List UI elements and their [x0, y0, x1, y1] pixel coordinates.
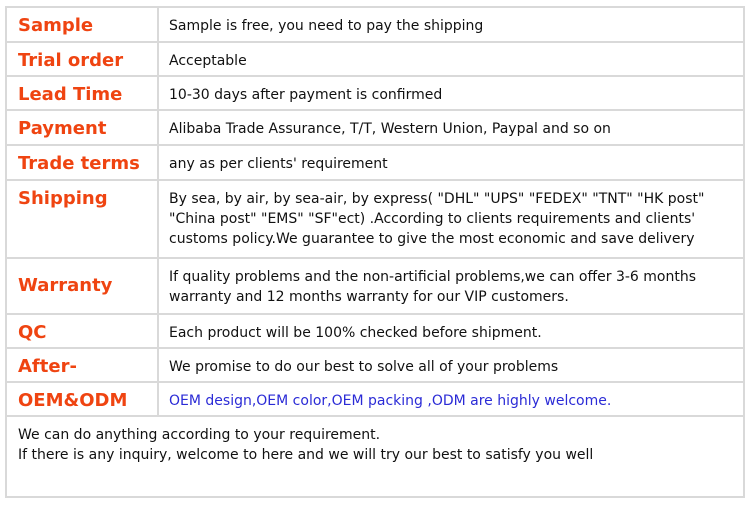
row-value: If quality problems and the non-artifici… [157, 257, 745, 315]
row-value-line: We promise to do our best to solve all o… [169, 359, 559, 375]
row-value-line: "China post" "EMS" "SF"ect) .According t… [169, 211, 696, 227]
product-info-table: Sample Sample is free, you need to pay th… [5, 6, 745, 498]
row-value: OEM design,OEM color,OEM packing ,ODM ar… [157, 381, 745, 417]
row-label: Warranty [5, 257, 159, 315]
table-row: Shipping By sea, by air, by sea-air, by e… [5, 179, 745, 259]
table-row: Sample Sample is free, you need to pay th… [5, 6, 745, 43]
row-value-line: OEM design,OEM color,OEM packing ,ODM ar… [169, 393, 612, 409]
row-label: QC [5, 313, 159, 349]
row-value: 10-30 days after payment is confirmed [157, 75, 745, 111]
row-label: Shipping [5, 179, 159, 259]
row-label: Lead Time [5, 75, 159, 111]
table-row: Warranty If quality problems and the non-… [5, 257, 745, 315]
footer-line: We can do anything according to your req… [18, 427, 381, 443]
table-row: Payment Alibaba Trade Assurance, T/T, Wes… [5, 109, 745, 146]
table-row: After- We promise to do our best to solve… [5, 347, 745, 383]
row-value-line: customs policy.We guarantee to give the … [169, 231, 695, 247]
row-value-line: If quality problems and the non-artifici… [169, 269, 697, 285]
row-label: Trade terms [5, 144, 159, 181]
row-value-line: warranty and 12 months warranty for our … [169, 289, 569, 305]
row-value: Acceptable [157, 41, 745, 77]
row-value-line: Sample is free, you need to pay the ship… [169, 18, 484, 34]
row-value-line: Acceptable [169, 53, 247, 69]
row-value: Alibaba Trade Assurance, T/T, Western Un… [157, 109, 745, 146]
row-value: Each product will be 100% checked before… [157, 313, 745, 349]
table-row: QC Each product will be 100% checked befo… [5, 313, 745, 349]
row-value: any as per clients' requirement [157, 144, 745, 181]
row-label: Payment [5, 109, 159, 146]
table-row: Lead Time 10-30 days after payment is con… [5, 75, 745, 111]
footer-row: We can do anything according to your req… [5, 415, 745, 498]
row-value-line: any as per clients' requirement [169, 156, 388, 172]
table-row: Trial order Acceptable [5, 41, 745, 77]
row-value: Sample is free, you need to pay the ship… [157, 6, 745, 43]
row-label: Sample [5, 6, 159, 43]
row-label: OEM&ODM [5, 381, 159, 417]
row-label: After- [5, 347, 159, 383]
table-row: OEM&ODM OEM design,OEM color,OEM packing … [5, 381, 745, 417]
footer-note: We can do anything according to your req… [5, 415, 745, 498]
row-value: We promise to do our best to solve all o… [157, 347, 745, 383]
table-row: Trade terms any as per clients' requireme… [5, 144, 745, 181]
row-value-line: By sea, by air, by sea-air, by express( … [169, 191, 705, 207]
row-value-line: 10-30 days after payment is confirmed [169, 87, 443, 103]
row-value-line: Each product will be 100% checked before… [169, 325, 542, 341]
row-label: Trial order [5, 41, 159, 77]
footer-line: If there is any inquiry, welcome to here… [18, 447, 594, 463]
row-value-line: Alibaba Trade Assurance, T/T, Western Un… [169, 121, 611, 137]
row-value: By sea, by air, by sea-air, by express( … [157, 179, 745, 259]
